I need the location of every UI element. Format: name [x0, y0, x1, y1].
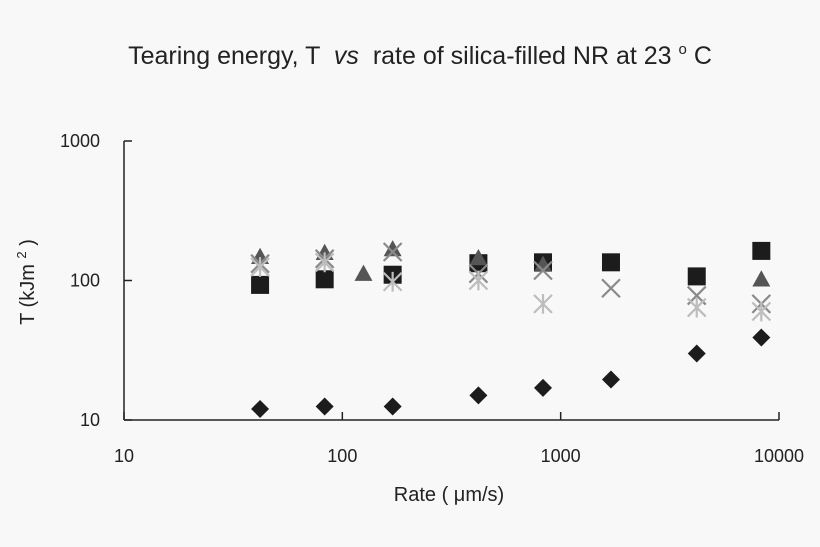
triangle-marker — [469, 248, 488, 266]
diamond-marker — [601, 370, 620, 389]
chart-title-rest: rate of silica-filled NR at 23 — [373, 42, 672, 70]
chart-title: Tearing energy, T vs rate of silica-fill… — [128, 32, 712, 70]
star-marker — [314, 252, 335, 273]
chart-title-italic: vs — [334, 42, 359, 70]
triangle-marker — [354, 264, 373, 281]
triangle-marker — [533, 255, 552, 272]
triangle-marker — [383, 240, 402, 257]
star-marker — [250, 257, 270, 277]
diamond-marker — [251, 399, 270, 418]
x-tick-label: 100 — [327, 446, 357, 466]
square-marker — [687, 267, 706, 286]
y-axis-title-main: T (kJm — [17, 264, 39, 325]
square-marker — [601, 253, 620, 272]
diamond-marker — [315, 397, 334, 416]
triangle-marker — [315, 243, 334, 260]
x-axis-title: Rate ( μm/s) — [394, 484, 504, 506]
chart-title-superscript: o — [679, 41, 687, 58]
plot-area: 10 100 1000 10 100 1000 10000 — [60, 131, 804, 466]
x-tick-label: 10000 — [754, 446, 804, 466]
star-marker — [686, 297, 707, 318]
data-markers — [250, 240, 772, 418]
square-marker — [251, 275, 270, 294]
chart-title-main: Tearing energy, T — [128, 42, 320, 70]
y-axis-title-superscript: 2 — [14, 251, 29, 258]
x-tick-label: 10 — [114, 446, 134, 466]
square-marker — [752, 241, 771, 260]
diamond-marker — [533, 378, 552, 397]
x-tick-label: 1000 — [541, 446, 581, 466]
y-tick-label: 100 — [70, 271, 100, 291]
star-marker — [751, 301, 772, 322]
y-axis-title-close: ) — [17, 239, 39, 246]
star-marker — [382, 271, 403, 292]
y-tick-label: 10 — [80, 410, 100, 430]
diamond-marker — [469, 386, 488, 405]
x-marker — [382, 242, 403, 262]
axis-ticks: 10 100 1000 10 100 1000 10000 — [60, 131, 804, 466]
x-marker — [533, 260, 553, 281]
x-marker — [601, 278, 621, 299]
y-tick-label: 1000 — [60, 131, 100, 151]
star-marker — [468, 270, 489, 291]
diamond-marker — [752, 328, 771, 347]
triangle-marker — [752, 270, 771, 287]
diamond-marker — [687, 344, 706, 363]
y-axis-title: T (kJm 2 ) — [9, 239, 39, 325]
chart-title-unit: C — [694, 42, 712, 70]
star-marker — [533, 293, 553, 314]
square-marker — [315, 270, 334, 289]
diamond-marker — [383, 397, 402, 416]
